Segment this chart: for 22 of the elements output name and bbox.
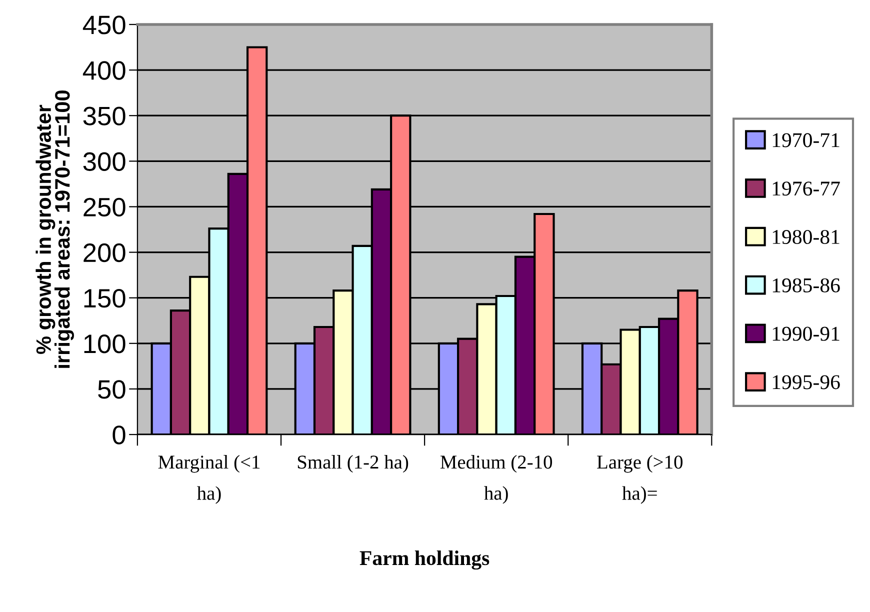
x-tick-label: Small (1-2 ha)	[298, 455, 408, 473]
legend-label: 1995-96	[772, 375, 840, 390]
y-tick-label: 250	[84, 198, 126, 217]
y-tick-label: 200	[84, 243, 126, 262]
x-tick-label: Large (>10 ha)=	[597, 455, 683, 504]
x-axis-title: Farm holdings	[360, 550, 490, 570]
y-tick-label: 50	[98, 380, 126, 399]
y-tick-label: 0	[112, 426, 126, 444]
legend-label: 1985-86	[772, 278, 840, 292]
y-tick-label: 400	[82, 61, 126, 80]
y-axis-title: % growth in groundwater irrigated areas: 1970-71=100	[36, 90, 74, 368]
y-tick-label: 450	[82, 16, 126, 34]
x-tick-label: Marginal (<1 ha)	[158, 455, 260, 504]
legend-label: 1990-91	[772, 326, 840, 341]
y-tick-label: 300	[83, 152, 126, 171]
y-tick-label: 150	[84, 288, 126, 308]
y-tick-label: 100	[84, 334, 126, 354]
legend-label: 1980-81	[772, 230, 840, 244]
y-tick-label: 350	[83, 106, 126, 126]
legend-label: 1976-77	[772, 182, 840, 196]
x-tick-label: Medium (2-10 ha)	[440, 455, 552, 504]
legend-label: 1970-71	[772, 133, 840, 148]
